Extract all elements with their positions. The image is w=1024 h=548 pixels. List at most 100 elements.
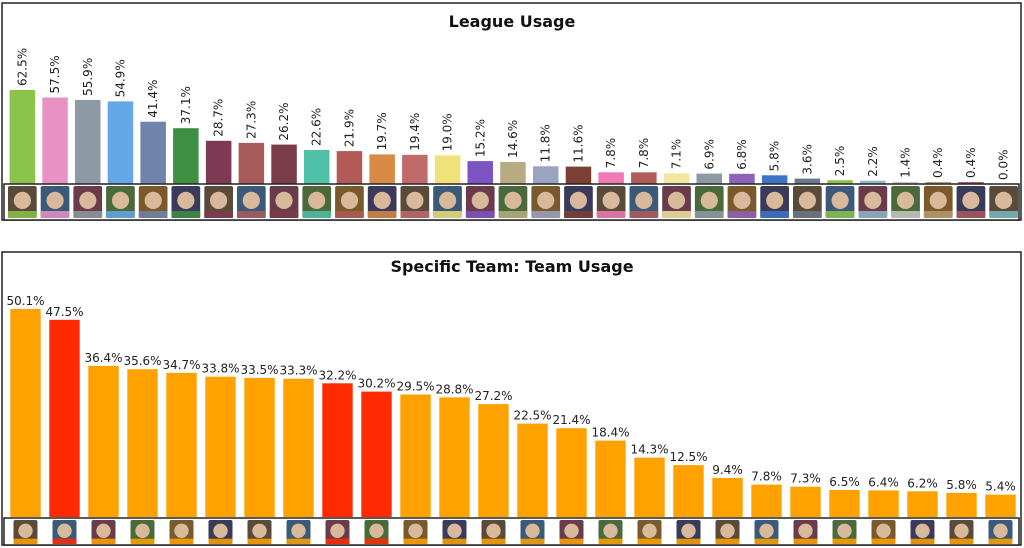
- bar: [434, 155, 461, 184]
- mccree-icon: [237, 186, 266, 218]
- sombra-icon: [208, 520, 233, 544]
- bar: [761, 175, 788, 184]
- data-label: 62.5%: [15, 48, 29, 86]
- bar: [517, 423, 548, 517]
- brigitte-icon: [871, 520, 896, 544]
- brigitte-icon: [171, 186, 201, 218]
- data-label: 22.5%: [513, 409, 551, 423]
- data-label: 0.0%: [997, 150, 1011, 181]
- data-label: 22.6%: [310, 108, 324, 146]
- bar: [907, 491, 938, 517]
- data-label: 2.2%: [866, 146, 880, 177]
- bar: [634, 457, 665, 517]
- genji-icon: [637, 520, 662, 544]
- pharah-icon: [286, 520, 311, 544]
- bar: [712, 478, 743, 517]
- data-label: 14.3%: [630, 443, 668, 457]
- bar: [467, 161, 493, 184]
- lucio-icon: [52, 520, 77, 544]
- bar: [892, 181, 919, 184]
- data-label: 30.2%: [357, 377, 395, 391]
- echo-icon: [858, 186, 888, 218]
- data-label: 5.8%: [946, 478, 977, 492]
- data-label: 28.8%: [435, 382, 473, 396]
- bar: [533, 166, 559, 184]
- bar: [304, 150, 330, 184]
- data-label: 29.5%: [396, 380, 434, 394]
- data-label: 36.4%: [84, 351, 122, 365]
- bar: [369, 154, 395, 184]
- data-label: 6.8%: [735, 139, 749, 170]
- baptiste-icon: [335, 186, 364, 218]
- data-label: 27.3%: [244, 101, 258, 139]
- cassidy-icon: [988, 520, 1013, 544]
- data-label: 15.2%: [473, 119, 487, 157]
- bar: [925, 182, 951, 184]
- dva-icon: [13, 520, 38, 544]
- data-label: 54.9%: [114, 59, 128, 97]
- soldier76-icon: [130, 520, 155, 544]
- doomfist-icon: [564, 186, 593, 218]
- bar: [107, 101, 134, 184]
- doomfist-icon: [520, 520, 545, 544]
- zarya-icon: [302, 186, 332, 218]
- symmetra-icon: [727, 186, 757, 218]
- team-usage-bars: [10, 309, 1016, 517]
- widowmaker-icon: [400, 186, 430, 218]
- data-label: 9.4%: [712, 463, 743, 477]
- data-label: 28.7%: [212, 99, 226, 137]
- bar: [283, 378, 314, 517]
- mercy-icon: [662, 186, 691, 218]
- bar: [751, 484, 782, 517]
- bar: [827, 180, 853, 184]
- bar: [478, 404, 509, 517]
- bar: [595, 440, 626, 517]
- team-usage-hero-icons: [13, 520, 1013, 544]
- hammond-icon: [559, 520, 584, 544]
- ashe2-icon: [891, 186, 920, 218]
- data-label: 21.9%: [343, 109, 357, 147]
- data-label: 18.4%: [591, 426, 629, 440]
- data-label: 6.5%: [829, 475, 860, 489]
- data-label: 19.7%: [375, 112, 389, 150]
- data-label: 7.8%: [637, 138, 651, 169]
- bar: [946, 492, 977, 517]
- bar: [127, 369, 158, 517]
- torbjorn-icon: [956, 186, 986, 218]
- ashe-icon: [910, 520, 935, 544]
- bar: [500, 162, 526, 184]
- bar: [166, 372, 197, 517]
- ana-icon: [481, 520, 506, 544]
- ana-icon: [138, 186, 168, 218]
- data-label: 55.9%: [81, 58, 95, 96]
- data-label: 6.2%: [907, 476, 938, 490]
- bar: [49, 319, 80, 517]
- junkrat-icon: [204, 186, 233, 218]
- data-label: 1.4%: [899, 147, 913, 178]
- team-usage-data-labels: 50.1%47.5% 36.4% 35.6% 34.7% 33.8% 33.5% 33.3%…: [6, 294, 1015, 494]
- soldier76-icon: [754, 520, 779, 544]
- data-label: 32.2%: [318, 368, 356, 382]
- team-usage-icon-strip: [3, 517, 1020, 546]
- data-label: 5.4%: [985, 480, 1016, 494]
- data-label: 47.5%: [45, 305, 83, 319]
- data-label: 3.6%: [800, 144, 814, 175]
- data-label: 34.7%: [162, 358, 200, 372]
- league-usage-hero-icons: [8, 186, 1018, 218]
- dva-icon: [40, 186, 70, 218]
- bar: [829, 490, 860, 517]
- bar: [696, 173, 722, 184]
- junkrat-icon: [91, 520, 116, 544]
- bar: [985, 494, 1016, 517]
- data-label: 0.4%: [964, 148, 978, 179]
- bar: [439, 397, 470, 517]
- hanzo-icon: [498, 186, 528, 218]
- data-label: 2.5%: [833, 146, 847, 177]
- zenyatta-icon: [676, 520, 701, 544]
- data-label: 27.2%: [474, 389, 512, 403]
- reaper-icon: [269, 186, 299, 218]
- league-usage-bars: [9, 90, 984, 184]
- roadhog-icon: [832, 520, 857, 544]
- data-label: 7.8%: [751, 470, 782, 484]
- bar: [9, 90, 36, 184]
